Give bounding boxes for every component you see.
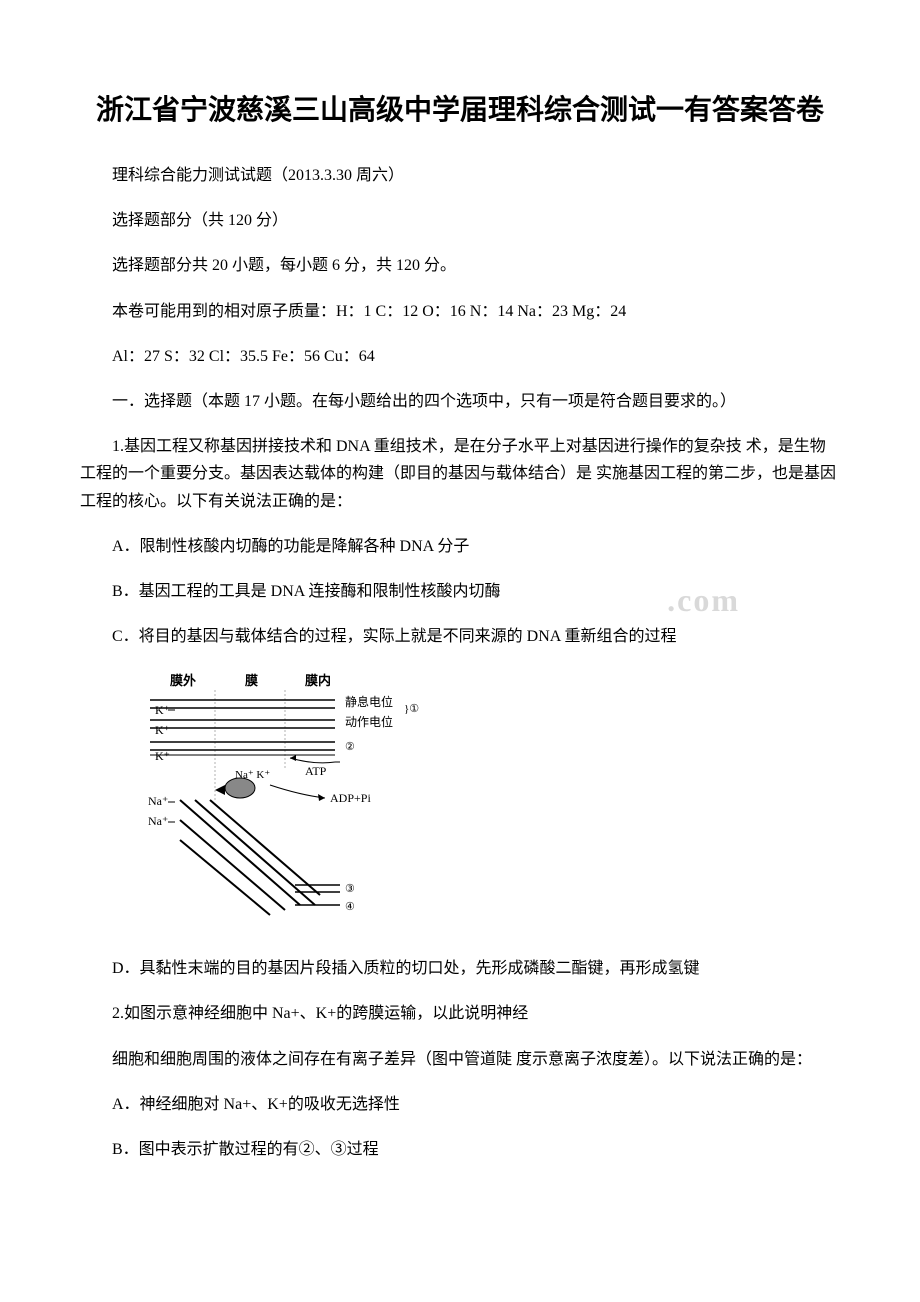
label-k2: K⁺ — [155, 723, 170, 737]
watermark-text: .com — [635, 573, 740, 627]
marker-1: }① — [404, 703, 419, 715]
q1-stem: 1.基因工程又称基因拼接技术和 DNA 重组技术，是在分子水平上对基因进行操作的… — [80, 433, 840, 515]
q1-option-a: A．限制性核酸内切酶的功能是降解各种 DNA 分子 — [80, 533, 840, 560]
q1-option-c: C．将目的基因与载体结合的过程，实际上就是不同来源的 DNA 重新组合的过程 — [80, 623, 840, 650]
subtitle: 理科综合能力测试试题（2013.3.30 周六） — [80, 162, 840, 189]
label-action: 动作电位 — [345, 714, 393, 729]
label-k3: K⁺ — [155, 749, 170, 763]
atomic-mass-line-2: Al：27 S：32 Cl：35.5 Fe：56 Cu：64 — [80, 343, 840, 370]
membrane-diagram: 膜外 膜 膜内 K⁺ K⁺ K⁺ 静息电位 }① 动作电位 ② ATP Na⁺ … — [140, 670, 840, 935]
q2-stem-2: 细胞和细胞周围的液体之间存在有离子差异（图中管道陡 度示意离子浓度差）。以下说法… — [80, 1046, 840, 1073]
label-na2: Na⁺ — [148, 814, 168, 828]
marker-3: ③ — [345, 883, 355, 895]
section-desc: 选择题部分共 20 小题，每小题 6 分，共 120 分。 — [80, 252, 840, 279]
section-header: 选择题部分（共 120 分） — [80, 207, 840, 234]
q1-option-b: B．基因工程的工具是 DNA 连接酶和限制性核酸内切酶 — [112, 583, 500, 600]
label-membrane: 膜 — [245, 673, 258, 688]
label-na1: Na⁺ — [148, 794, 168, 808]
atomic-mass-line-1: 本卷可能用到的相对原子质量：H：1 C：12 O：16 N：14 Na：23 M… — [80, 298, 840, 325]
q2-option-b: B．图中表示扩散过程的有②、③过程 — [80, 1136, 840, 1163]
q2-stem-1: 2.如图示意神经细胞中 Na+、K+的跨膜运输，以此说明神经 — [80, 1000, 840, 1027]
marker-4: ④ — [345, 901, 355, 913]
label-adp: ADP+Pi — [330, 791, 371, 805]
label-outer: 膜外 — [170, 673, 196, 688]
q2-option-a: A．神经细胞对 Na+、K+的吸收无选择性 — [80, 1091, 840, 1118]
q1-option-d: D．具黏性末端的目的基因片段插入质粒的切口处，先形成磷酸二酯键，再形成氢键 — [80, 955, 840, 982]
label-k1: K⁺ — [155, 703, 170, 717]
marker-2: ② — [345, 741, 355, 753]
label-atp: ATP — [305, 764, 327, 778]
label-inner: 膜内 — [305, 673, 331, 688]
part1-header: 一．选择题（本题 17 小题。在每小题给出的四个选项中，只有一项是符合题目要求的… — [80, 388, 840, 415]
label-resting: 静息电位 — [345, 694, 393, 709]
diagram-svg: 膜外 膜 膜内 K⁺ K⁺ K⁺ 静息电位 }① 动作电位 ② ATP Na⁺ … — [140, 670, 420, 930]
page-title: 浙江省宁波慈溪三山高级中学届理科综合测试一有答案答卷 — [80, 90, 840, 132]
